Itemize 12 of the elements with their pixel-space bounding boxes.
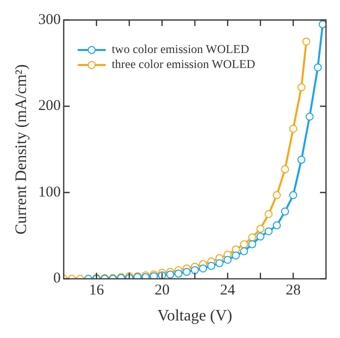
x-tick-label: 16 (88, 282, 104, 299)
y-axis-title: Current Density (mA/cm²) (12, 64, 30, 234)
y-tick-label: 0 (53, 270, 61, 287)
y-tick-label: 300 (38, 12, 61, 28)
x-axis-title: Voltage (V) (157, 308, 232, 325)
y-tick-label: 100 (38, 184, 61, 200)
x-tick-label: 28 (286, 282, 301, 299)
x-tick-label: 24 (220, 282, 236, 299)
legend-label: two color emission WOLED (112, 42, 250, 56)
x-tick-label: 20 (154, 282, 170, 299)
legend-label: three color emission WOLED (112, 57, 256, 72)
y-tick-label: 200 (38, 98, 61, 114)
